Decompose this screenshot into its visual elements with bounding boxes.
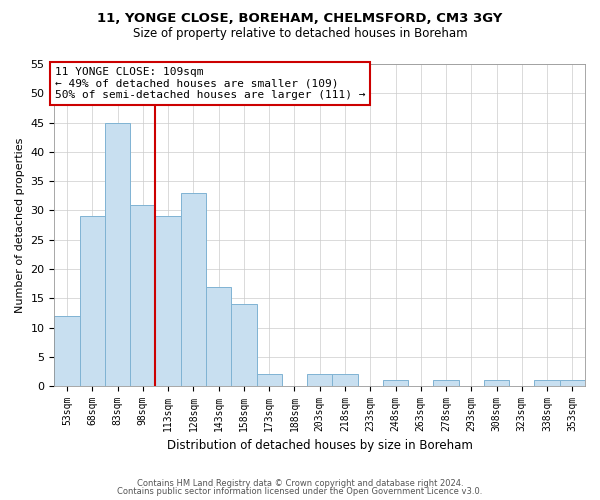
Bar [130, 204, 155, 386]
Text: Contains public sector information licensed under the Open Government Licence v3: Contains public sector information licen… [118, 487, 482, 496]
X-axis label: Distribution of detached houses by size in Boreham: Distribution of detached houses by size … [167, 440, 473, 452]
Bar [206, 286, 231, 386]
Bar [307, 374, 332, 386]
Text: 11, YONGE CLOSE, BOREHAM, CHELMSFORD, CM3 3GY: 11, YONGE CLOSE, BOREHAM, CHELMSFORD, CM… [97, 12, 503, 26]
Bar [433, 380, 458, 386]
Bar [535, 380, 560, 386]
Text: Contains HM Land Registry data © Crown copyright and database right 2024.: Contains HM Land Registry data © Crown c… [137, 478, 463, 488]
Bar [55, 316, 80, 386]
Bar [155, 216, 181, 386]
Bar [383, 380, 408, 386]
Bar [105, 122, 130, 386]
Bar [231, 304, 257, 386]
Bar [484, 380, 509, 386]
Bar [332, 374, 358, 386]
Text: 11 YONGE CLOSE: 109sqm
← 49% of detached houses are smaller (109)
50% of semi-de: 11 YONGE CLOSE: 109sqm ← 49% of detached… [55, 67, 365, 100]
Bar [181, 193, 206, 386]
Y-axis label: Number of detached properties: Number of detached properties [15, 138, 25, 313]
Text: Size of property relative to detached houses in Boreham: Size of property relative to detached ho… [133, 28, 467, 40]
Bar [560, 380, 585, 386]
Bar [257, 374, 282, 386]
Bar [80, 216, 105, 386]
